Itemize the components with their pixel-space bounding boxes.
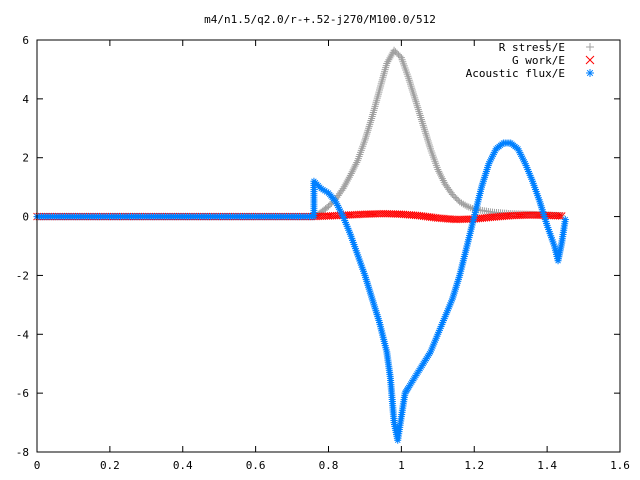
ticks-layer: 0 0.2 0.4 0.6 0.8 1 1.2 1.4 1.6 6 4 2 0 -2 -4 -6 -8 (16, 34, 630, 472)
x-tick-label: 0.2 (100, 459, 120, 472)
y-tick-label: 4 (22, 93, 29, 106)
series-markers (33, 139, 569, 444)
x-tick-label: 1.4 (537, 459, 557, 472)
legend-marker (586, 43, 594, 51)
legend-marker (586, 69, 594, 77)
y-tick-label: 2 (22, 152, 29, 165)
series-2 (33, 139, 569, 444)
x-tick-label: 0.8 (319, 459, 339, 472)
legend-label: R stress/E (499, 41, 565, 54)
legend-marker (585, 55, 595, 65)
x-tick-label: 0.6 (246, 459, 266, 472)
x-tick-label: 1.2 (464, 459, 484, 472)
y-tick-label: -4 (16, 328, 30, 341)
legend-label: G work/E (512, 54, 565, 67)
series-layer (33, 46, 569, 444)
x-tick-label: 0 (34, 459, 41, 472)
chart-title: m4/n1.5/q2.0/r-+.52-j270/M100.0/512 (204, 13, 436, 26)
x-tick-label: 1 (398, 459, 405, 472)
y-tick-label: -8 (16, 446, 29, 459)
y-tick-label: -6 (16, 387, 29, 400)
y-tick-label: 6 (22, 34, 29, 47)
plot-frame (36, 39, 621, 453)
y-tick-label: -2 (16, 269, 29, 282)
legend-label: Acoustic flux/E (466, 67, 565, 80)
x-tick-label: 0.4 (173, 459, 193, 472)
x-tick-label: 1.6 (610, 459, 630, 472)
y-tick-label: 0 (22, 211, 29, 224)
